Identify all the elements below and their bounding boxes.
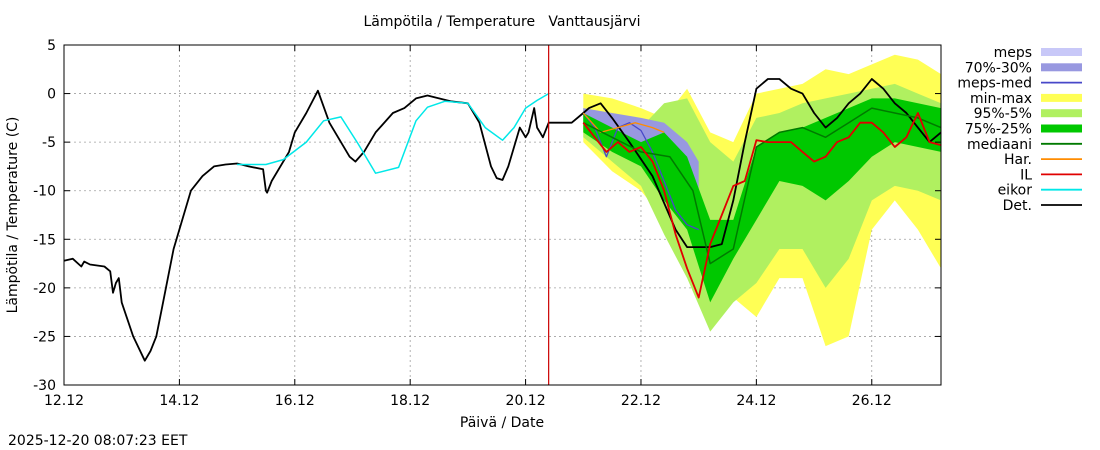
series-mediaani bbox=[582, 107, 942, 265]
legend-swatch-band_70_30 bbox=[1041, 63, 1082, 72]
y-tick-label: -5 bbox=[42, 135, 56, 151]
y-tick-label: 0 bbox=[47, 87, 56, 103]
legend-label-det: Det. bbox=[1003, 198, 1032, 214]
plot-frame bbox=[63, 44, 942, 386]
x-axis-label: Päivä / Date bbox=[460, 415, 544, 431]
band-band_75_25 bbox=[583, 98, 941, 303]
legend-label-har: Har. bbox=[1004, 152, 1032, 168]
y-tick-label: -25 bbox=[33, 329, 56, 345]
legend: meps70%-30%meps-medmin-max95%-5%75%-25%m… bbox=[957, 45, 1082, 214]
legend-label-meps: meps bbox=[994, 45, 1032, 61]
legend-label-meps_med: meps-med bbox=[957, 76, 1032, 92]
y-axis-label: Lämpötila / Temperature (C) bbox=[5, 117, 21, 314]
legend-label-band_75_25: 75%-25% bbox=[965, 122, 1032, 138]
legend-swatch-meps bbox=[1041, 48, 1082, 56]
legend-swatch-band_95_5 bbox=[1041, 109, 1082, 118]
series-il bbox=[582, 112, 942, 299]
y-tick-label: -10 bbox=[33, 184, 56, 200]
x-tick-label: 18.12 bbox=[390, 393, 430, 409]
series-har bbox=[582, 112, 665, 134]
y-tick-label: -20 bbox=[33, 281, 56, 297]
x-tick-label: 24.12 bbox=[736, 393, 776, 409]
timestamp: 2025-12-20 08:07:23 EET bbox=[8, 433, 188, 449]
legend-label-il: IL bbox=[1020, 167, 1032, 183]
legend-label-mediaani: mediaani bbox=[967, 137, 1032, 153]
series-eikor bbox=[237, 92, 550, 174]
x-tick-label: 14.12 bbox=[159, 393, 199, 409]
y-tick-label: -15 bbox=[33, 232, 56, 248]
legend-swatch-minmax bbox=[1041, 93, 1082, 102]
x-tick-label: 26.12 bbox=[852, 393, 892, 409]
legend-label-band_70_30: 70%-30% bbox=[965, 60, 1032, 76]
legend-label-band_95_5: 95%-5% bbox=[974, 106, 1032, 122]
x-tick-label: 16.12 bbox=[275, 393, 315, 409]
legend-label-minmax: min-max bbox=[970, 91, 1032, 107]
forecast-bands bbox=[583, 54, 941, 347]
x-tick-label: 22.12 bbox=[621, 393, 661, 409]
x-tick-label: 12.12 bbox=[44, 393, 84, 409]
legend-swatch-band_75_25 bbox=[1041, 124, 1082, 133]
y-tick-label: -30 bbox=[33, 378, 56, 394]
legend-label-eikor: eikor bbox=[998, 183, 1033, 199]
chart-title: Lämpötila / Temperature Vanttausjärvi bbox=[363, 14, 640, 30]
data-series bbox=[63, 78, 942, 362]
x-tick-label: 20.12 bbox=[506, 393, 546, 409]
y-tick-label: 5 bbox=[47, 38, 56, 54]
